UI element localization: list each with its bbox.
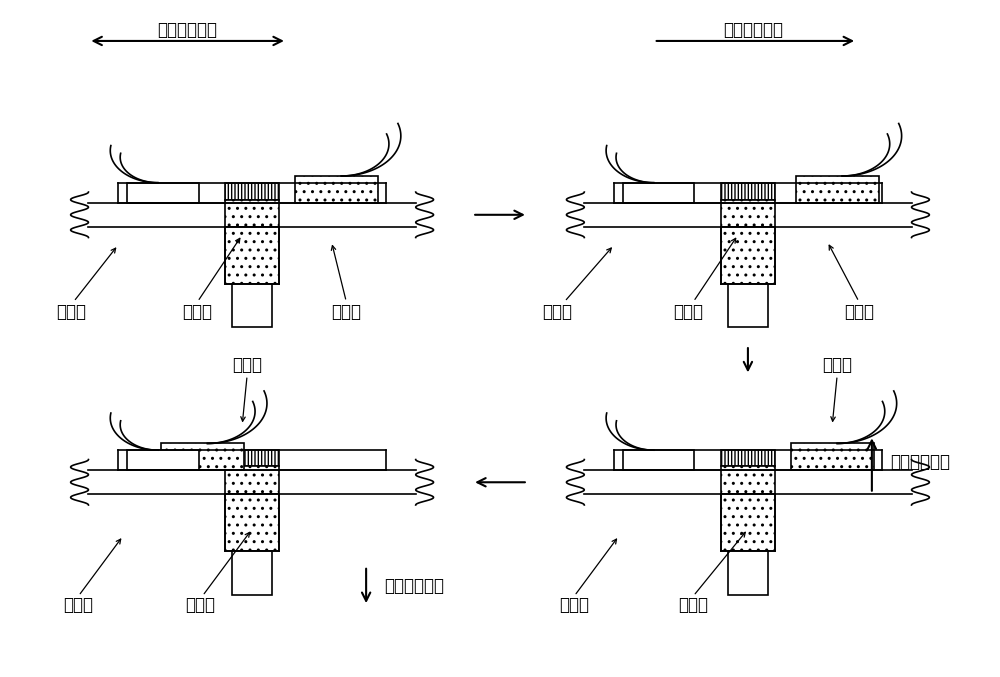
Text: 压型区: 压型区	[183, 303, 213, 321]
Bar	[225, 494, 279, 551]
Text: 第四运动行程: 第四运动行程	[384, 577, 444, 595]
Text: 推清区: 推清区	[543, 303, 573, 321]
Bar	[623, 183, 694, 202]
Bar	[791, 443, 874, 471]
Text: 压型区: 压型区	[673, 303, 703, 321]
Bar	[728, 551, 768, 594]
Bar	[127, 183, 199, 202]
Text: 第一运动行程: 第一运动行程	[158, 20, 218, 39]
Text: 压型区: 压型区	[678, 596, 708, 613]
Bar	[127, 450, 199, 471]
Bar	[721, 200, 775, 227]
Text: 推清区: 推清区	[559, 596, 589, 613]
Bar	[295, 176, 378, 202]
Bar	[728, 284, 768, 327]
Bar	[721, 466, 775, 494]
Text: 铺粉区: 铺粉区	[331, 303, 361, 321]
Bar	[232, 284, 272, 327]
Text: 第二运动行程: 第二运动行程	[723, 20, 783, 39]
Text: 推清区: 推清区	[64, 596, 94, 613]
Bar	[225, 183, 279, 200]
Bar	[623, 450, 694, 471]
Text: 推清区: 推清区	[57, 303, 87, 321]
Bar	[721, 183, 775, 200]
Bar	[225, 450, 279, 466]
Bar	[225, 466, 279, 494]
Text: 铺粉区: 铺粉区	[232, 356, 262, 374]
Bar	[796, 176, 879, 202]
Text: 铺粉区: 铺粉区	[844, 303, 874, 321]
Bar	[721, 227, 775, 284]
Bar	[225, 200, 279, 227]
Bar	[721, 494, 775, 551]
Bar	[721, 450, 775, 466]
Text: 第三运动行程: 第三运动行程	[890, 453, 950, 471]
Bar	[161, 443, 244, 471]
Text: 压型区: 压型区	[186, 596, 216, 613]
Bar	[225, 227, 279, 284]
Bar	[232, 551, 272, 594]
Text: 铺粉区: 铺粉区	[822, 356, 852, 374]
